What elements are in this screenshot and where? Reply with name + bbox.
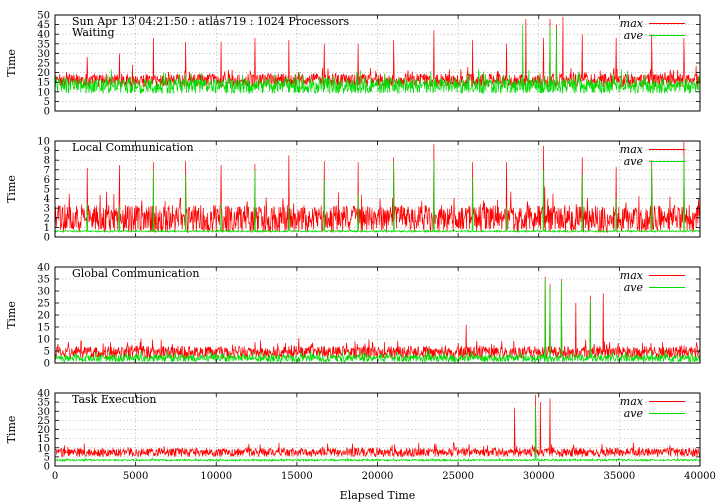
x-tick-label: 5000 — [123, 471, 148, 482]
y-tick-label: 40 — [37, 263, 50, 274]
series-line-ave — [55, 24, 700, 95]
y-tick-label: 45 — [37, 20, 50, 31]
y-tick-label: 35 — [37, 39, 50, 50]
y-tick-label: 15 — [37, 323, 50, 334]
y-tick-label: 3 — [44, 204, 50, 215]
y-tick-label: 10 — [37, 137, 50, 148]
chart-subtitle: Waiting — [72, 26, 115, 39]
x-tick-label: 40000 — [684, 471, 716, 482]
y-tick-label: 5 — [44, 97, 50, 108]
x-tick-label: 0 — [52, 471, 58, 482]
chart-title: Global Communication — [72, 267, 200, 280]
y-tick-label: 0 — [44, 359, 50, 370]
legend-label-ave: ave — [624, 281, 644, 294]
y-tick-label: 20 — [37, 425, 50, 436]
legend-label-ave: ave — [624, 407, 644, 420]
series-line-ave — [55, 405, 700, 463]
y-tick-label: 20 — [37, 68, 50, 79]
series-line-ave — [55, 155, 700, 234]
chart-title: Local Communication — [72, 141, 194, 154]
y-axis-label: Time — [5, 175, 18, 203]
x-tick-label: 20000 — [362, 471, 394, 482]
x-tick-label: 10000 — [200, 471, 232, 482]
series-line-max — [55, 394, 700, 458]
y-tick-label: 30 — [37, 407, 50, 418]
y-tick-label: 30 — [37, 49, 50, 60]
y-tick-label: 0 — [44, 462, 50, 473]
y-tick-label: 0 — [44, 233, 50, 244]
y-tick-label: 4 — [44, 194, 50, 205]
y-tick-label: 25 — [37, 59, 50, 70]
y-tick-label: 40 — [37, 389, 50, 400]
series-line-ave — [55, 278, 700, 363]
y-tick-label: 5 — [44, 347, 50, 358]
y-tick-label: 25 — [37, 299, 50, 310]
y-tick-label: 2 — [44, 213, 50, 224]
y-tick-label: 30 — [37, 287, 50, 298]
legend-label-ave: ave — [624, 155, 644, 168]
y-tick-label: 15 — [37, 434, 50, 445]
y-tick-label: 35 — [37, 275, 50, 286]
y-tick-label: 35 — [37, 398, 50, 409]
y-tick-label: 25 — [37, 416, 50, 427]
y-axis-label: Time — [5, 49, 18, 77]
legend-label-max: max — [620, 143, 644, 156]
y-tick-label: 1 — [44, 223, 50, 234]
y-tick-label: 0 — [44, 107, 50, 118]
x-tick-label: 15000 — [281, 471, 313, 482]
y-tick-label: 9 — [44, 146, 50, 157]
legend-label-max: max — [620, 269, 644, 282]
y-tick-label: 5 — [44, 452, 50, 463]
legend-label-max: max — [620, 17, 644, 30]
y-axis-label: Time — [5, 416, 18, 444]
y-tick-label: 5 — [44, 185, 50, 196]
y-tick-label: 20 — [37, 311, 50, 322]
y-tick-label: 7 — [44, 165, 50, 176]
x-tick-label: 25000 — [442, 471, 474, 482]
y-tick-label: 40 — [37, 30, 50, 41]
x-axis-label: Elapsed Time — [340, 489, 416, 502]
series-line-max — [55, 141, 700, 234]
chart-title: Sun Apr 13 04:21:50 : atlas719 : 1024 Pr… — [72, 15, 350, 28]
y-tick-label: 8 — [44, 156, 50, 167]
x-tick-label: 30000 — [523, 471, 555, 482]
chart-title: Task Execution — [72, 393, 156, 406]
y-tick-label: 50 — [37, 11, 50, 22]
y-tick-label: 6 — [44, 175, 50, 186]
legend-label-ave: ave — [624, 29, 644, 42]
y-tick-label: 10 — [37, 335, 50, 346]
y-tick-label: 15 — [37, 78, 50, 89]
y-axis-label: Time — [5, 301, 18, 329]
y-tick-label: 10 — [37, 443, 50, 454]
y-tick-label: 10 — [37, 87, 50, 98]
x-tick-label: 35000 — [603, 471, 635, 482]
legend-label-max: max — [620, 395, 644, 408]
